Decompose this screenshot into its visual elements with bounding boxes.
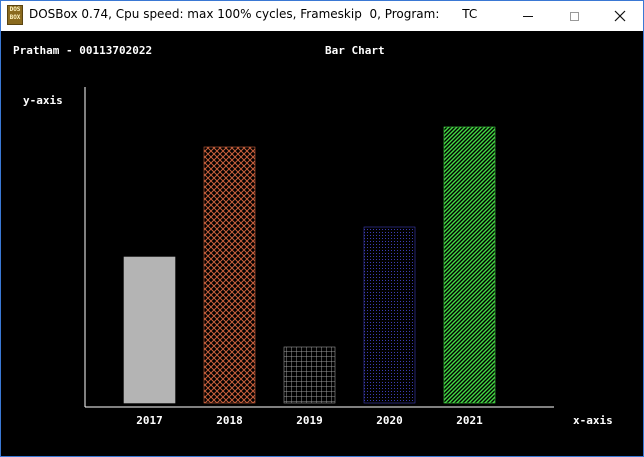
close-button[interactable] (597, 1, 643, 31)
bar-2017 (123, 256, 176, 404)
x-tick-label-2018: 2018 (216, 414, 243, 427)
bar-2018 (203, 146, 256, 404)
x-axis-label: x-axis (573, 414, 613, 427)
close-icon (614, 10, 626, 22)
tick-labels-group: 2017 2018 2019 2020 2021 (136, 414, 483, 427)
icon-text-top: DOS (9, 6, 21, 13)
maximize-button[interactable] (551, 1, 597, 31)
x-tick-label-2020: 2020 (376, 414, 403, 427)
x-tick-label-2019: 2019 (296, 414, 323, 427)
y-axis-label: y-axis (23, 94, 63, 107)
dos-screen[interactable]: Pratham - 00113702022 Bar Chart y-axis x… (1, 31, 643, 456)
x-tick-label-2021: 2021 (456, 414, 483, 427)
minimize-button[interactable] (505, 1, 551, 31)
chart-title: Bar Chart (325, 44, 385, 57)
bar-2020 (363, 226, 416, 404)
window-title: DOSBox 0.74, Cpu speed: max 100% cycles,… (29, 7, 478, 21)
maximize-icon (569, 11, 579, 21)
title-bar[interactable]: DOS BOX DOSBox 0.74, Cpu speed: max 100%… (1, 1, 643, 31)
bar-2019 (283, 346, 336, 404)
bar-chart: Pratham - 00113702022 Bar Chart y-axis x… (13, 44, 613, 427)
minimize-icon (523, 15, 533, 17)
bar-2021 (443, 126, 496, 404)
bars-group (123, 126, 496, 404)
icon-text-bottom: BOX (9, 14, 21, 21)
x-tick-label-2017: 2017 (136, 414, 163, 427)
author-label: Pratham - 00113702022 (13, 44, 152, 57)
dosbox-app-icon[interactable]: DOS BOX (7, 5, 23, 25)
